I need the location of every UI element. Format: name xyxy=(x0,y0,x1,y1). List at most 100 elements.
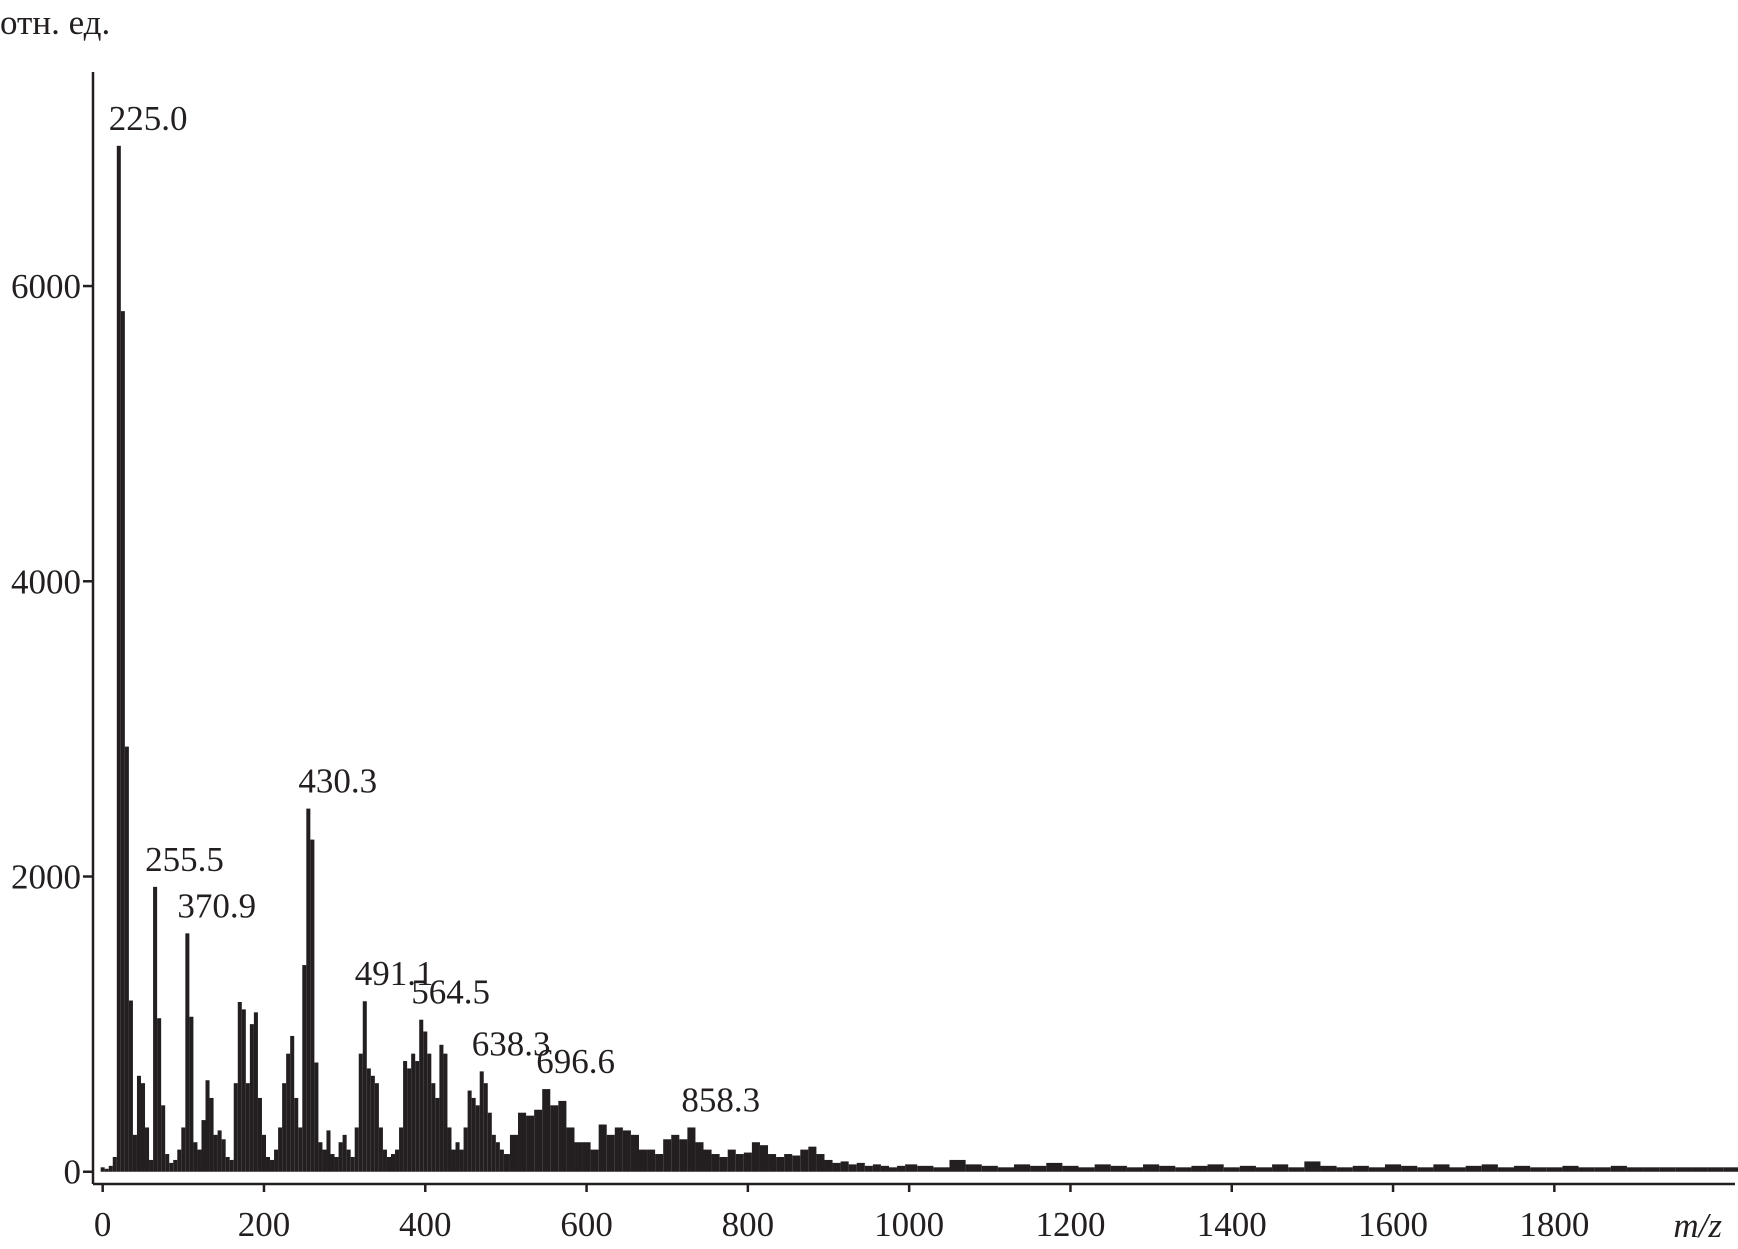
bar xyxy=(245,1083,250,1172)
peak-label: 564.5 xyxy=(411,973,490,1012)
y-tick-label: 6000 xyxy=(11,267,81,306)
bar xyxy=(201,1120,206,1172)
bar xyxy=(503,1154,510,1172)
bar xyxy=(161,1105,166,1172)
bar xyxy=(663,1139,672,1172)
bar xyxy=(1191,1165,1208,1172)
bar xyxy=(800,1149,809,1172)
bar xyxy=(495,1142,500,1172)
bar xyxy=(354,1127,359,1172)
bar xyxy=(647,1149,656,1172)
bar xyxy=(1514,1165,1531,1172)
bar xyxy=(905,1164,918,1172)
bar xyxy=(751,1142,760,1172)
bar xyxy=(1207,1164,1224,1172)
x-tick-label: 400 xyxy=(399,1205,452,1244)
peak-label: 696.6 xyxy=(536,1042,615,1081)
bar xyxy=(719,1156,728,1172)
bar xyxy=(386,1156,391,1172)
bar xyxy=(880,1165,889,1172)
bar xyxy=(257,1097,262,1172)
bar xyxy=(213,1134,218,1172)
bar xyxy=(1691,1167,1708,1172)
bar xyxy=(1288,1167,1305,1172)
bar xyxy=(997,1167,1015,1172)
bar xyxy=(229,1159,234,1172)
bar xyxy=(334,1156,339,1172)
bar xyxy=(630,1134,639,1172)
bar xyxy=(1126,1167,1144,1172)
bar xyxy=(1110,1165,1127,1172)
x-tick-label: 1400 xyxy=(1197,1205,1267,1244)
bar xyxy=(848,1164,857,1172)
bar xyxy=(439,1044,444,1172)
bar xyxy=(526,1115,535,1172)
bar xyxy=(479,1071,484,1172)
bar xyxy=(1675,1167,1692,1172)
bar xyxy=(411,1053,416,1172)
bar xyxy=(981,1165,998,1172)
bar xyxy=(965,1164,982,1172)
bar xyxy=(390,1154,396,1172)
bar xyxy=(622,1130,631,1172)
bar xyxy=(362,1001,367,1172)
x-tick-label: 1000 xyxy=(874,1205,944,1244)
bar xyxy=(455,1142,460,1172)
bar xyxy=(153,886,158,1172)
bar xyxy=(1578,1167,1595,1172)
x-tick-label: 800 xyxy=(722,1205,775,1244)
bar xyxy=(1465,1165,1482,1172)
bar xyxy=(233,1083,238,1172)
bar xyxy=(1707,1167,1724,1172)
y-tick-label: 4000 xyxy=(11,562,81,601)
bar xyxy=(832,1162,841,1172)
bar xyxy=(395,1149,400,1172)
bar xyxy=(864,1165,873,1172)
bar xyxy=(197,1149,202,1172)
bar xyxy=(1239,1165,1256,1172)
bar xyxy=(499,1149,504,1172)
bar xyxy=(1497,1167,1515,1172)
bar xyxy=(366,1068,371,1172)
bar xyxy=(1062,1165,1079,1172)
peak-label: 638.3 xyxy=(472,1024,551,1063)
bar xyxy=(703,1149,712,1172)
bar xyxy=(403,1061,408,1172)
y-tick-label: 2000 xyxy=(11,858,81,897)
bar xyxy=(1449,1167,1466,1172)
peak-label: 491.1 xyxy=(355,954,434,993)
bar xyxy=(128,1000,133,1172)
bar xyxy=(1143,1164,1160,1172)
x-tick-label: 1600 xyxy=(1358,1205,1428,1244)
y-tick-label: 0 xyxy=(64,1153,82,1192)
bar xyxy=(776,1156,785,1172)
bar xyxy=(856,1162,865,1172)
bar xyxy=(265,1156,271,1172)
bar xyxy=(249,1024,254,1172)
bar xyxy=(346,1149,351,1172)
bar xyxy=(253,1012,258,1172)
bar xyxy=(687,1127,696,1172)
bar xyxy=(415,1061,420,1172)
bar xyxy=(370,1075,375,1172)
bar xyxy=(177,1149,182,1172)
bar xyxy=(759,1145,769,1172)
bar xyxy=(1272,1164,1289,1172)
bar xyxy=(1046,1162,1063,1172)
bar xyxy=(447,1127,452,1172)
bar xyxy=(318,1142,323,1172)
bar xyxy=(1336,1167,1353,1172)
bar xyxy=(205,1080,210,1172)
bar xyxy=(1481,1164,1498,1172)
bar xyxy=(157,1018,162,1172)
bar xyxy=(475,1105,480,1172)
bar xyxy=(225,1156,230,1172)
bar xyxy=(407,1068,412,1172)
bar xyxy=(917,1165,934,1172)
bar xyxy=(582,1142,591,1172)
bar xyxy=(471,1097,476,1172)
bar xyxy=(1223,1167,1240,1172)
bar xyxy=(435,1097,440,1172)
bar xyxy=(399,1127,404,1172)
peak-label: 858.3 xyxy=(681,1080,760,1119)
